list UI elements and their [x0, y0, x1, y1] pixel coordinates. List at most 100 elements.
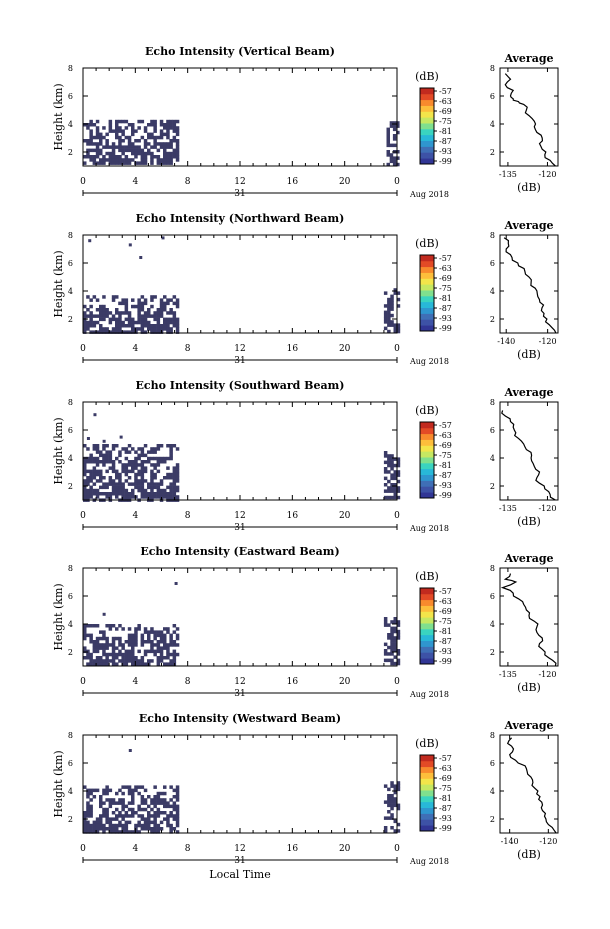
echo-speck — [102, 612, 106, 616]
echo-cell — [115, 126, 119, 130]
echo-cell — [86, 488, 90, 493]
y-tick-label: 2 — [68, 315, 73, 324]
colorbar-tick-label: -81 — [439, 627, 452, 636]
colorbar-segment — [420, 640, 434, 647]
echo-cell — [83, 463, 87, 467]
echo-cell — [150, 145, 154, 149]
echo-cell — [156, 327, 161, 331]
echo-cell — [389, 121, 394, 125]
echo-cell — [140, 327, 145, 331]
echo-cell — [99, 161, 103, 165]
echo-cell — [108, 161, 113, 165]
x-tick-label: 20 — [339, 344, 351, 354]
echo-cell — [99, 646, 103, 650]
echo-cell — [121, 301, 125, 306]
echo-cell — [143, 817, 148, 821]
echo-cell — [89, 158, 93, 162]
echo-cell — [389, 143, 394, 148]
echo-cell — [134, 129, 138, 133]
echo-cell — [169, 652, 173, 657]
echo-cell — [153, 785, 157, 789]
echo-cell — [131, 495, 135, 499]
echo-cell — [393, 642, 397, 647]
echo-cell — [121, 643, 125, 647]
echo-cell — [105, 624, 109, 628]
echo-cell — [99, 453, 103, 458]
echo-cell — [175, 643, 180, 647]
echo-cell — [159, 798, 164, 802]
echo-cell — [163, 640, 167, 644]
echo-cell — [166, 820, 170, 825]
day-label: 31 — [234, 189, 245, 199]
echo-cell — [163, 633, 167, 638]
echo-cell — [124, 785, 129, 789]
echo-cell — [131, 460, 135, 464]
echo-cell — [156, 456, 161, 461]
echo-cell — [118, 460, 122, 464]
echo-cell — [159, 640, 164, 644]
echo-cell — [111, 447, 116, 451]
echo-block — [383, 617, 401, 666]
echo-cell — [115, 456, 119, 461]
echo-cell — [108, 652, 113, 657]
echo-cell — [102, 330, 106, 334]
echo-cell — [392, 143, 397, 148]
echo-cell — [393, 649, 397, 653]
avg-x-label: (dB) — [517, 681, 541, 694]
echo-cell — [387, 794, 391, 798]
echo-cell — [390, 457, 394, 461]
echo-cell — [143, 640, 148, 644]
echo-cell — [115, 662, 119, 666]
echo-cell — [396, 787, 401, 792]
echo-cell — [163, 656, 167, 660]
echo-speck — [128, 749, 132, 752]
echo-cell — [137, 830, 141, 834]
echo-cell — [393, 819, 397, 824]
echo-cell — [156, 444, 161, 448]
x-tick-label: 16 — [287, 511, 299, 521]
echo-cell — [390, 629, 394, 634]
echo-cell — [140, 785, 145, 789]
echo-cell — [89, 123, 93, 127]
echo-cell — [140, 460, 145, 464]
echo-cell — [396, 489, 401, 493]
colorbar-segment — [420, 290, 434, 297]
echo-cell — [153, 630, 157, 634]
day-label: 31 — [234, 356, 245, 366]
panel-3: Echo Intensity (Eastward Beam)2468Height… — [52, 545, 559, 699]
colorbar-segment — [420, 134, 434, 142]
echo-cell — [102, 788, 106, 793]
echo-cell — [124, 479, 129, 483]
echo-cell — [159, 298, 164, 302]
echo-cell — [163, 327, 167, 331]
colorbar-segment — [420, 255, 434, 262]
echo-cell — [169, 151, 173, 156]
echo-cell — [99, 485, 103, 490]
echo-cell — [83, 139, 87, 143]
x-tick-label: 0 — [394, 677, 400, 687]
echo-cell — [137, 482, 141, 486]
echo-cell — [153, 652, 157, 657]
y-tick-label: 8 — [68, 564, 73, 573]
avg-y-tick-label: 8 — [490, 64, 495, 73]
echo-cell — [390, 816, 394, 820]
echo-cell — [131, 649, 135, 654]
echo-cell — [393, 326, 397, 331]
echo-cell — [121, 119, 125, 124]
echo-cell — [124, 301, 129, 306]
echo-cell — [175, 155, 180, 159]
echo-cell — [137, 148, 141, 153]
x-tick-label: 8 — [185, 844, 191, 854]
avg-profile-line — [506, 737, 557, 834]
y-axis-label: Height (km) — [52, 417, 65, 484]
echo-cell — [175, 330, 180, 334]
echo-cell — [387, 816, 391, 820]
echo-cell — [131, 798, 135, 802]
echo-cell — [166, 823, 170, 828]
echo-cell — [134, 466, 138, 470]
echo-cell — [95, 820, 100, 825]
echo-cell — [386, 137, 390, 141]
echo-cell — [150, 798, 154, 802]
echo-block — [83, 624, 180, 666]
echo-cell — [143, 320, 148, 325]
